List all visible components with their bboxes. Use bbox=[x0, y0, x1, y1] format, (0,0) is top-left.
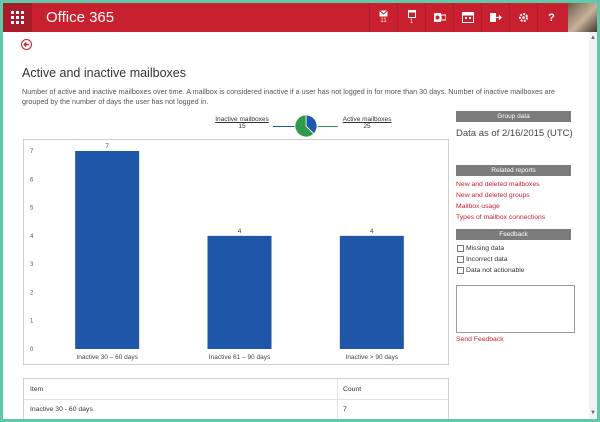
y-tick-label: 5 bbox=[30, 206, 34, 212]
scroll-down-icon[interactable]: ▼ bbox=[590, 410, 596, 416]
data-as-of: Data as of 2/16/2015 (UTC) bbox=[456, 128, 573, 139]
y-tick-label: 7 bbox=[30, 149, 34, 155]
table-cell-count: 7 bbox=[343, 406, 347, 413]
report-link-mailbox-usage[interactable]: Mailbox usage bbox=[456, 203, 500, 210]
table-header-item[interactable]: Item bbox=[24, 379, 338, 399]
data-label: 4 bbox=[370, 228, 374, 235]
incorrect-data-checkbox[interactable] bbox=[457, 256, 464, 263]
avatar[interactable] bbox=[568, 3, 597, 32]
table-cell-item: Inactive 30 - 60 days bbox=[24, 400, 338, 419]
feedback-option-label: Data not actionable bbox=[466, 267, 525, 274]
outlook-icon bbox=[433, 13, 446, 22]
chart-frame bbox=[23, 139, 449, 365]
related-reports-header: Related reports bbox=[456, 165, 571, 176]
page-description: Number of active and inactive mailboxes … bbox=[22, 87, 555, 106]
missing-data-checkbox[interactable] bbox=[457, 245, 464, 252]
not-actionable-checkbox[interactable] bbox=[457, 267, 464, 274]
feedback-option-missing[interactable]: Missing data bbox=[457, 245, 504, 252]
top-bar: Office 365 11 1 ? bbox=[3, 3, 597, 32]
summary-pie-chart bbox=[294, 114, 318, 138]
send-feedback-link[interactable]: Send Feedback bbox=[456, 336, 504, 343]
bar[interactable] bbox=[339, 235, 404, 349]
report-link-new-deleted-groups[interactable]: New and deleted groups bbox=[456, 192, 530, 199]
y-tick-label: 0 bbox=[30, 347, 34, 353]
calendar-app-button[interactable] bbox=[453, 3, 481, 32]
bar-chart: 0 1 2 3 4 5 6 7 7 4 4 Inactive 30 – 60 days Inacti… bbox=[30, 143, 404, 361]
pie-slice-active[interactable] bbox=[294, 114, 315, 138]
settings-button[interactable] bbox=[509, 3, 537, 32]
legend-connector bbox=[273, 126, 295, 127]
group-data-header: Group data bbox=[456, 111, 571, 122]
bar[interactable] bbox=[75, 151, 140, 349]
calendar-button[interactable]: 1 bbox=[397, 3, 425, 32]
x-tick-label: Inactive 30 – 60 days bbox=[76, 354, 138, 361]
legend-inactive: Inactive mailboxes 15 bbox=[211, 116, 273, 130]
legend-inactive-value: 15 bbox=[238, 123, 246, 130]
data-label: 4 bbox=[238, 228, 242, 235]
y-tick-label: 6 bbox=[30, 177, 34, 183]
app-title[interactable]: Office 365 bbox=[46, 9, 115, 26]
legend-inactive-label[interactable]: Inactive mailboxes bbox=[215, 116, 269, 123]
report-link-mailbox-connections[interactable]: Types of mailbox connections bbox=[456, 214, 546, 221]
forward-button[interactable] bbox=[481, 3, 509, 32]
table-header-count[interactable]: Count bbox=[343, 385, 362, 393]
y-tick-label: 3 bbox=[30, 262, 34, 268]
feedback-option-label: Missing data bbox=[466, 245, 505, 252]
data-label: 7 bbox=[105, 143, 109, 150]
help-icon[interactable]: ? bbox=[537, 3, 565, 32]
y-tick-label: 1 bbox=[30, 319, 34, 325]
legend-connector-active bbox=[318, 126, 338, 127]
mail-count: 11 bbox=[380, 18, 387, 24]
outlook-button[interactable] bbox=[425, 3, 453, 32]
calendar-count: 1 bbox=[409, 18, 414, 25]
feedback-option-label: Incorrect data bbox=[466, 256, 508, 263]
bar[interactable] bbox=[207, 235, 272, 349]
page-title: Active and inactive mailboxes bbox=[22, 66, 186, 80]
report-link-new-deleted-mailboxes[interactable]: New and deleted mailboxes bbox=[456, 181, 540, 188]
calendar-app-icon bbox=[461, 12, 474, 23]
forward-icon bbox=[489, 13, 502, 22]
gear-icon bbox=[519, 13, 528, 22]
x-tick-label: Inactive > 90 days bbox=[346, 354, 399, 361]
table-header-row: Item Count bbox=[24, 379, 448, 399]
calendar-icon bbox=[407, 9, 416, 18]
legend-active-label[interactable]: Active mailboxes bbox=[342, 116, 392, 123]
data-table: Item Count Inactive 30 - 60 days 7 bbox=[23, 378, 449, 419]
mail-button[interactable]: 11 bbox=[369, 3, 397, 32]
y-tick-label: 2 bbox=[30, 290, 34, 296]
x-tick-label: Inactive 61 – 90 days bbox=[209, 354, 271, 361]
feedback-option-not-actionable[interactable]: Data not actionable bbox=[457, 267, 525, 274]
feedback-option-incorrect[interactable]: Incorrect data bbox=[457, 256, 508, 263]
back-arrow-icon[interactable] bbox=[21, 39, 32, 50]
legend-active-value: 25 bbox=[363, 123, 371, 130]
scroll-up-icon[interactable]: ▲ bbox=[590, 35, 596, 41]
waffle-icon[interactable] bbox=[3, 3, 32, 32]
table-row: Inactive 30 - 60 days 7 bbox=[24, 399, 448, 419]
feedback-textarea[interactable] bbox=[456, 285, 575, 333]
y-tick-label: 4 bbox=[30, 234, 34, 240]
mail-icon bbox=[379, 10, 388, 17]
legend-active: Active mailboxes 25 bbox=[336, 116, 398, 130]
vertical-scrollbar[interactable]: ▲ ▼ bbox=[589, 32, 597, 419]
feedback-header: Feedback bbox=[456, 229, 571, 240]
pie-slice-inactive[interactable] bbox=[305, 114, 318, 135]
app-window: Office 365 11 1 ? Active and inactive ma… bbox=[3, 3, 597, 419]
